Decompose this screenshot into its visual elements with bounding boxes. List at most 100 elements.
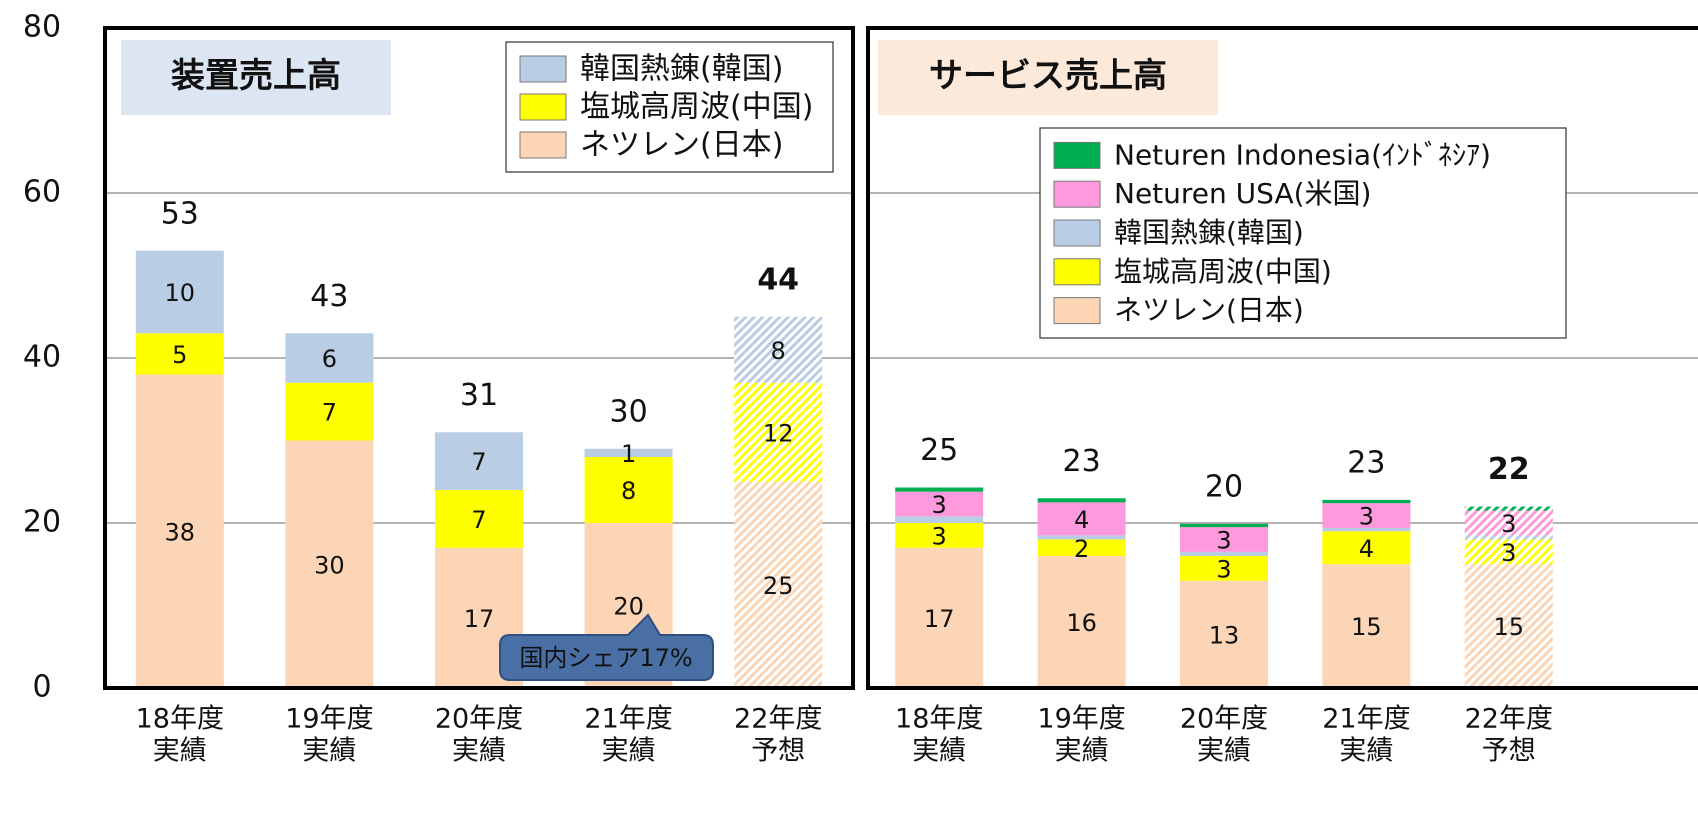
legend-swatch	[519, 93, 567, 121]
value-label: 1	[621, 440, 636, 468]
total-label: 23	[1347, 445, 1385, 480]
x-tick-label: 予想	[1482, 736, 1536, 767]
bar-segment	[1037, 502, 1126, 536]
bar-segment	[1464, 539, 1553, 565]
x-tick-label: 22年度	[734, 704, 822, 735]
bar-segment	[1037, 539, 1126, 556]
panel-frame	[866, 26, 1698, 690]
value-label: 15	[1351, 613, 1382, 641]
bar-segment	[584, 448, 673, 457]
bar-segment	[895, 487, 984, 492]
bar-segment	[734, 382, 823, 482]
value-label: 4	[1074, 506, 1089, 534]
bar-segment	[435, 490, 523, 548]
x-tick-label: 20年度	[1180, 704, 1268, 735]
total-label: 23	[1063, 444, 1101, 479]
bar-segment	[285, 440, 374, 688]
legend-label: Neturen Indonesia(ｲﾝﾄﾞﾈｼｱ)	[1114, 138, 1491, 171]
value-label: 2	[1074, 535, 1089, 563]
bar-segment	[1322, 499, 1411, 504]
value-label: 3	[1501, 510, 1516, 538]
x-tick-label: 18年度	[895, 704, 983, 735]
x-tick-label: 実績	[1055, 736, 1109, 767]
total-label: 25	[920, 433, 958, 468]
x-tick-label: 実績	[153, 736, 207, 767]
value-label: 10	[165, 279, 196, 307]
bar-segment	[135, 250, 224, 334]
x-tick-label: 実績	[1339, 736, 1393, 767]
value-label: 16	[1066, 609, 1097, 637]
annotation: 国内シェア17%	[519, 644, 692, 672]
value-label: 12	[763, 419, 794, 447]
bar-segment	[1322, 503, 1411, 528]
chart-title: サービス売上高	[929, 56, 1167, 96]
value-label: 3	[1501, 539, 1516, 567]
x-tick-label: 実績	[452, 736, 506, 767]
panel-frame	[103, 26, 855, 690]
bar-segment	[285, 382, 374, 441]
value-label: 25	[763, 572, 794, 600]
value-label: 3	[932, 491, 947, 519]
x-tick-label: 21年度	[1322, 704, 1410, 735]
x-tick-label: 19年度	[285, 704, 373, 735]
total-label: 22	[1488, 452, 1530, 487]
value-label: 4	[1359, 535, 1374, 563]
legend-label: 韓国熱錬(韓国)	[580, 52, 783, 87]
legend-swatch	[1053, 180, 1101, 208]
legend-label: 塩城高周波(中国)	[580, 90, 813, 125]
legend-swatch	[1053, 219, 1101, 247]
value-label: 3	[1359, 503, 1374, 531]
x-tick-label: 19年度	[1037, 704, 1125, 735]
bar-segment	[1464, 506, 1553, 511]
value-label: 7	[322, 399, 337, 427]
legend-box	[1039, 127, 1567, 339]
legend-label: 塩城高周波(中国)	[1114, 255, 1332, 288]
legend-label: ネツレン(日本)	[1114, 294, 1304, 327]
bar-segment	[1322, 527, 1411, 532]
legend-swatch	[519, 55, 567, 83]
bar-segment	[1180, 551, 1268, 556]
x-tick-label: 実績	[302, 736, 356, 767]
value-label: 38	[165, 518, 196, 546]
bar-segment	[1464, 535, 1553, 540]
bar-segment	[734, 481, 823, 688]
bar-segment	[435, 432, 523, 490]
title-box	[121, 40, 391, 115]
x-tick-label: 実績	[602, 736, 656, 767]
value-label: 5	[172, 341, 187, 369]
value-label: 15	[1494, 613, 1525, 641]
legend-label: ネツレン(日本)	[580, 128, 783, 163]
total-label: 31	[460, 378, 498, 413]
bar-segment	[285, 333, 374, 383]
value-label: 30	[314, 551, 345, 579]
value-label: 8	[621, 477, 636, 505]
bar-segment	[135, 333, 224, 375]
legend-swatch	[1053, 141, 1101, 169]
value-label: 8	[771, 337, 786, 365]
x-tick-label: 18年度	[136, 704, 224, 735]
value-label: 3	[1216, 555, 1231, 583]
bar-segment	[1322, 531, 1411, 565]
bar-segment	[135, 374, 224, 688]
total-label: 43	[310, 279, 348, 314]
bar-segment	[895, 547, 984, 688]
legend-label: Neturen USA(米国)	[1114, 177, 1371, 210]
y-tick-label: 0	[32, 670, 51, 705]
value-label: 6	[322, 345, 337, 373]
bar-segment	[895, 523, 984, 548]
y-tick-label: 80	[23, 10, 61, 45]
total-label: 20	[1205, 469, 1243, 504]
value-label: 13	[1209, 621, 1240, 649]
y-tick-label: 20	[23, 505, 61, 540]
y-tick-label: 40	[23, 340, 61, 375]
bar-segment	[1180, 580, 1268, 688]
bar-segment	[734, 316, 823, 383]
x-tick-label: 21年度	[584, 704, 672, 735]
bar-segment	[584, 457, 673, 523]
x-tick-label: 実績	[1197, 736, 1251, 767]
total-label: 53	[161, 196, 199, 231]
x-tick-label: 20年度	[435, 704, 523, 735]
total-label: 44	[757, 262, 799, 297]
bar-segment	[895, 491, 984, 517]
